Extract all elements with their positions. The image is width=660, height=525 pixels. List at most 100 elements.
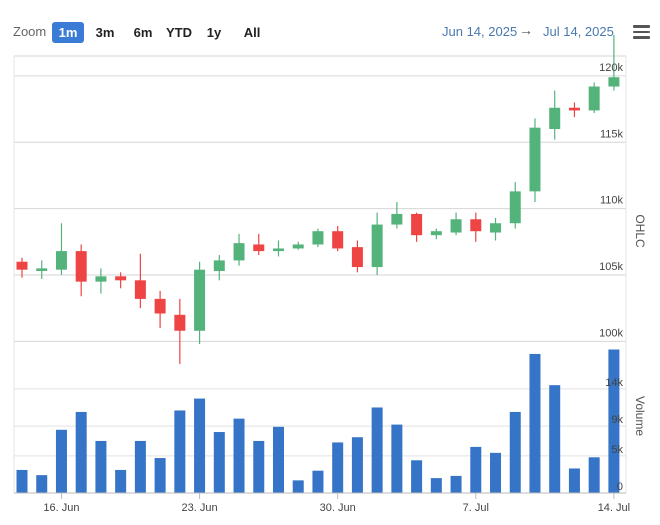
candle: [194, 261, 206, 345]
ohlc-y-tick-label: 115k: [600, 128, 624, 140]
volume-bar: [588, 457, 600, 493]
candle: [509, 182, 521, 229]
candle-body: [332, 231, 344, 249]
candle-body: [509, 191, 521, 224]
volume-bar: [253, 440, 265, 493]
candle-body: [411, 213, 423, 236]
volume-bar: [194, 398, 206, 493]
volume-series: [16, 349, 620, 493]
candle: [351, 240, 363, 273]
volume-bar: [213, 432, 225, 493]
candle-body: [36, 268, 48, 272]
candle-body: [470, 219, 482, 232]
zoom-button-1y[interactable]: 1y: [206, 25, 222, 40]
candle-body: [391, 213, 403, 225]
candle: [332, 225, 344, 252]
candle: [529, 118, 541, 202]
volume-bar: [509, 411, 521, 493]
volume-bar: [529, 353, 541, 493]
volume-bar: [115, 469, 127, 493]
ohlc-axis-title: OHLC: [633, 214, 647, 248]
zoom-label: Zoom: [13, 24, 47, 39]
candle: [608, 34, 620, 91]
grid-lines: [13, 55, 627, 494]
candle: [312, 228, 324, 248]
volume-axis-title: Volume: [633, 396, 647, 436]
zoom-button-3m[interactable]: 3m: [95, 25, 115, 40]
volume-bar: [549, 385, 561, 493]
volume-bar: [16, 469, 28, 493]
x-tick-label: 23. Jun: [182, 502, 218, 514]
volume-y-tick-label: 9k: [611, 414, 623, 426]
range-to-input[interactable]: Jul 14, 2025: [543, 24, 614, 39]
candle-body: [490, 223, 502, 233]
volume-bar: [332, 442, 344, 493]
x-tick-label: 14. Jul: [598, 502, 630, 514]
volume-bar: [568, 468, 580, 493]
hamburger-menu-icon[interactable]: [633, 25, 650, 39]
candle-body: [115, 276, 127, 281]
ohlc-y-tick-label: 105k: [599, 261, 623, 273]
volume-bar: [490, 452, 502, 493]
candle-body: [55, 251, 67, 270]
zoom-button-1m[interactable]: 1m: [52, 22, 84, 43]
x-tick-label: 7. Jul: [463, 502, 489, 514]
zoom-button-6m[interactable]: 6m: [133, 25, 153, 40]
candle: [292, 241, 304, 250]
x-axis: 16. Jun 23. Jun 30. Jun 7. Jul 14. Jul: [14, 492, 630, 514]
candle-body: [272, 248, 284, 252]
chart-toolbar: Zoom 1m 3m 6m YTD 1y All Jun 14, 2025 → …: [0, 0, 660, 56]
zoom-button-ytd[interactable]: YTD: [166, 25, 192, 40]
candle: [36, 260, 48, 279]
candle-body: [16, 261, 28, 270]
volume-bar: [233, 418, 245, 493]
candle-body: [134, 280, 146, 299]
candle: [430, 228, 442, 240]
candle: [450, 212, 462, 236]
volume-bar: [608, 349, 620, 493]
ohlc-y-tick-label: 120k: [599, 62, 623, 74]
candle: [154, 290, 166, 329]
volume-bar: [36, 475, 48, 493]
candle-body: [608, 77, 620, 87]
ohlc-series: [16, 34, 620, 364]
candle: [490, 217, 502, 241]
y-axis-ticks: 100k 105k 110k 115k 120k 0 5k 9k 14k: [599, 62, 623, 493]
candle-body: [95, 276, 107, 282]
candle: [371, 212, 383, 275]
candle-body: [253, 244, 265, 252]
volume-bar: [391, 424, 403, 493]
candle-body: [154, 298, 166, 314]
volume-bar: [55, 429, 67, 493]
candle-body: [588, 86, 600, 111]
candle-body: [371, 224, 383, 268]
zoom-button-all[interactable]: All: [243, 25, 261, 40]
volume-y-tick-label: 14k: [605, 377, 623, 389]
candle: [470, 212, 482, 242]
range-arrow-icon: →: [519, 22, 533, 38]
candle: [233, 233, 245, 266]
candle-body: [568, 107, 580, 111]
volume-bar: [470, 446, 482, 493]
candle-body: [75, 251, 87, 282]
volume-y-tick-label: 5k: [611, 444, 623, 456]
volume-bar: [292, 480, 304, 493]
candle-body: [529, 127, 541, 192]
volume-y-tick-label: 0: [617, 481, 623, 493]
volume-bar: [154, 458, 166, 493]
candle: [213, 255, 225, 281]
candle-body: [174, 314, 186, 331]
candle: [55, 223, 67, 275]
ohlc-y-tick-label: 100k: [599, 327, 623, 339]
range-from-input[interactable]: Jun 14, 2025: [442, 24, 518, 39]
candle: [568, 102, 580, 118]
volume-bar: [174, 410, 186, 493]
candle-body: [430, 231, 442, 236]
ohlc-y-tick-label: 110k: [600, 195, 624, 207]
volume-bar: [411, 460, 423, 493]
candle-body: [292, 244, 304, 249]
volume-bar: [75, 411, 87, 493]
candle-body: [450, 219, 462, 233]
candle-body: [194, 269, 206, 331]
candle: [134, 253, 146, 309]
